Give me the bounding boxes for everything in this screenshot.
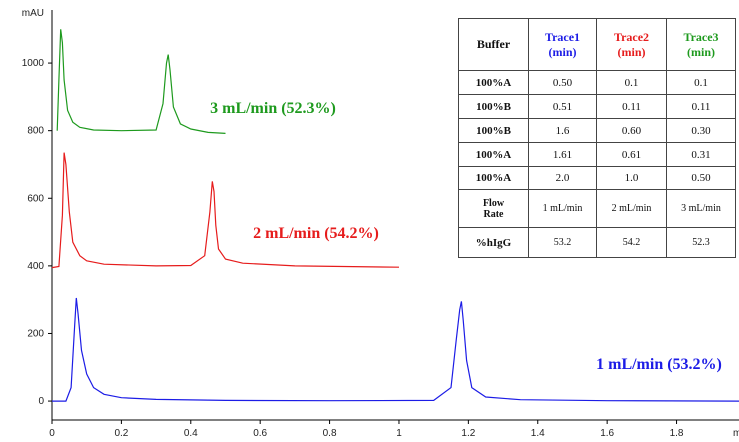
y-tick-label: 800 <box>27 126 44 137</box>
x-tick-label: 1.6 <box>600 428 614 439</box>
table-cell: 0.1 <box>666 70 736 95</box>
table-cell: 0.11 <box>596 94 667 119</box>
table-cell: 0.1 <box>596 70 667 95</box>
trace-label: 1 mL/min (53.2%) <box>596 356 722 373</box>
table-cell: 0.60 <box>596 118 667 143</box>
y-tick-label: 0 <box>38 396 44 407</box>
table-row: Flow Rate 1 mL/min 2 mL/min 3 mL/min <box>458 189 736 228</box>
header-line: Trace1 <box>544 29 581 44</box>
table-row: 100%A 0.50 0.1 0.1 <box>458 70 736 95</box>
x-tick-label: 0 <box>49 428 55 439</box>
table-cell: 100%A <box>458 70 529 95</box>
trace-line <box>56 29 226 134</box>
table-cell: 100%B <box>458 94 529 119</box>
info-table: Buffer Trace1 (min) Trace2 (min) Trace3 (min) 1… <box>458 18 736 258</box>
header-line: Trace2 <box>613 29 650 44</box>
x-axis-label: mi <box>733 428 739 439</box>
table-row: 100%B 1.6 0.60 0.30 <box>458 118 736 143</box>
header-line: Buffer <box>476 37 511 51</box>
x-tick-label: 0.2 <box>114 428 128 439</box>
table-cell: 1 mL/min <box>528 189 597 228</box>
x-tick-label: 1.2 <box>461 428 475 439</box>
header-line: (min) <box>687 44 715 59</box>
y-tick-label: 400 <box>27 261 44 272</box>
header-cell: Trace2 (min) <box>596 18 667 71</box>
table-row: 100%A 1.61 0.61 0.31 <box>458 142 736 167</box>
table-cell: 1.6 <box>528 118 597 143</box>
x-tick-label: 0.4 <box>184 428 198 439</box>
x-tick-label: 0.8 <box>323 428 337 439</box>
header-line: (min) <box>617 44 646 59</box>
table-header-row: Buffer Trace1 (min) Trace2 (min) Trace3 (min) <box>458 18 736 71</box>
table-row: 100%B 0.51 0.11 0.11 <box>458 94 736 119</box>
table-cell: Flow Rate <box>458 189 529 228</box>
table-cell: 54.2 <box>596 227 667 258</box>
trace-label: 2 mL/min (54.2%) <box>253 225 379 242</box>
trace-line <box>52 297 739 402</box>
y-axis-label: mAU <box>22 8 44 19</box>
table-cell: %hIgG <box>458 227 529 258</box>
header-cell: Trace1 (min) <box>528 18 597 71</box>
y-tick-label: 1000 <box>22 58 45 69</box>
trace-line <box>51 152 400 269</box>
trace-label: 3 mL/min (52.3%) <box>210 100 336 117</box>
table-cell: 3 mL/min <box>666 189 736 228</box>
header-cell: Buffer <box>458 18 529 71</box>
table-row: 100%A 2.0 1.0 0.50 <box>458 166 736 190</box>
x-tick-label: 1 <box>396 428 402 439</box>
x-tick-label: 0.6 <box>253 428 267 439</box>
table-cell: 52.3 <box>666 227 736 258</box>
header-line: (min) <box>548 44 577 59</box>
table-cell: 2.0 <box>528 166 597 190</box>
table-cell: 0.50 <box>528 70 597 95</box>
table-cell: 100%B <box>458 118 529 143</box>
y-tick-label: 600 <box>27 193 44 204</box>
table-cell: 2 mL/min <box>596 189 667 228</box>
table-cell: 1.61 <box>528 142 597 167</box>
table-cell: 0.30 <box>666 118 736 143</box>
table-cell: 0.31 <box>666 142 736 167</box>
table-cell: 100%A <box>458 166 529 190</box>
table-cell: 0.50 <box>666 166 736 190</box>
table-cell: 0.51 <box>528 94 597 119</box>
table-row: %hIgG 53.2 54.2 52.3 <box>458 227 736 258</box>
header-line: Trace3 <box>683 29 719 44</box>
header-cell: Trace3 (min) <box>666 18 736 71</box>
table-cell: 0.11 <box>666 94 736 119</box>
x-tick-label: 1.4 <box>531 428 545 439</box>
x-tick-label: 1.8 <box>670 428 684 439</box>
y-tick-label: 200 <box>27 328 44 339</box>
table-cell: 1.0 <box>596 166 667 190</box>
table-cell: 53.2 <box>528 227 597 258</box>
table-cell: 100%A <box>458 142 529 167</box>
table-cell: 0.61 <box>596 142 667 167</box>
